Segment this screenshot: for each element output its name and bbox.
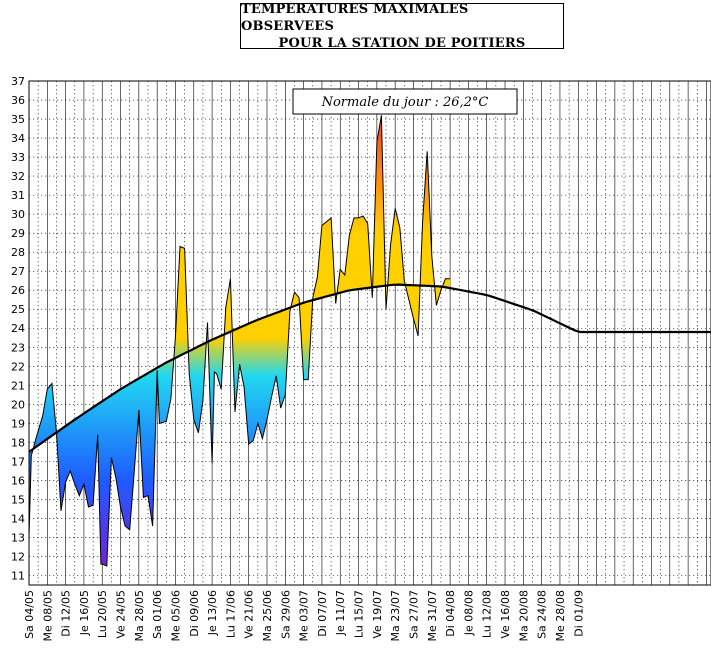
- x-tick-label: Lu 15/07: [353, 590, 366, 638]
- x-tick-label: Di 12/05: [60, 590, 73, 637]
- x-tick-label: Di 01/09: [572, 590, 585, 637]
- x-tick-label: Di 04/08: [444, 590, 457, 637]
- y-tick-label: 18: [11, 436, 25, 449]
- y-tick-label: 29: [11, 227, 25, 240]
- y-tick-label: 25: [11, 303, 25, 316]
- y-tick-label: 13: [11, 531, 25, 544]
- plot-frame: [28, 80, 711, 586]
- x-tick-label: Je 13/06: [206, 590, 219, 636]
- x-tick-label: Me 08/05: [41, 590, 54, 641]
- temperature-anomaly-area: [29, 115, 451, 566]
- normal-annotation: Normale du jour : 26,2°C: [292, 88, 518, 115]
- y-tick-label: 16: [11, 474, 25, 487]
- y-tick-label: 36: [11, 94, 25, 107]
- y-tick-label: 15: [11, 493, 25, 506]
- x-tick-label: Je 11/07: [334, 590, 347, 636]
- chart-title-box: TEMPERATURES MAXIMALES OBSERVEES POUR LA…: [240, 1, 564, 51]
- y-tick-label: 11: [11, 569, 25, 582]
- chart-title-line-1: TEMPERATURES MAXIMALES OBSERVEES: [241, 1, 469, 34]
- y-tick-label: 14: [11, 512, 25, 525]
- y-tick-label: 23: [11, 341, 25, 354]
- x-tick-label: Ma 28/05: [133, 590, 146, 641]
- x-tick-label: Ve 16/08: [499, 590, 512, 639]
- x-tick-label: Di 09/06: [188, 590, 201, 637]
- y-tick-label: 28: [11, 246, 25, 259]
- x-tick-label: Ma 20/08: [517, 590, 530, 641]
- y-tick-label: 33: [11, 151, 25, 164]
- annotation-text: Normale du jour : 26,2°C: [321, 95, 489, 110]
- observed-temperature-line: [28, 115, 451, 567]
- y-tick-label: 21: [11, 379, 25, 392]
- x-tick-label: Sa 24/08: [536, 590, 549, 639]
- annotation-box: [292, 88, 518, 115]
- x-tick-label: Ve 19/07: [371, 590, 384, 639]
- x-tick-label: Sa 04/05: [23, 590, 36, 639]
- y-tick-label: 12: [11, 550, 25, 563]
- x-tick-label: Sa 27/07: [408, 590, 421, 639]
- y-tick-label: 17: [11, 455, 25, 468]
- x-tick-label: Me 05/06: [170, 590, 183, 641]
- y-tick-label: 24: [11, 322, 25, 335]
- x-tick-label: Di 07/07: [316, 590, 329, 637]
- x-tick-label: Me 31/07: [426, 590, 439, 641]
- x-tick-label: Je 08/08: [462, 590, 475, 636]
- x-tick-label: Sa 29/06: [279, 590, 292, 639]
- x-tick-label: Ma 23/07: [389, 590, 402, 641]
- x-tick-label: Ve 21/06: [243, 590, 256, 639]
- y-tick-label: 30: [11, 208, 25, 221]
- y-tick-label: 35: [11, 113, 25, 126]
- x-tick-label: Me 03/07: [298, 590, 311, 641]
- x-tick-label: Ve 24/05: [115, 590, 128, 639]
- x-tick-label: Lu 17/06: [224, 590, 237, 638]
- y-tick-label: 27: [11, 265, 25, 278]
- x-tick-label: Sa 01/06: [151, 590, 164, 639]
- y-tick-label: 20: [11, 398, 25, 411]
- x-tick-label: Lu 20/05: [96, 590, 109, 638]
- chart-title-line-2: POUR LA STATION DE POITIERS: [278, 35, 526, 51]
- y-tick-label: 26: [11, 284, 25, 297]
- x-tick-label: Je 16/05: [78, 590, 91, 636]
- y-tick-label: 34: [11, 132, 25, 145]
- normal-temperature-curve: [28, 283, 711, 453]
- y-tick-label: 37: [11, 75, 25, 88]
- y-tick-label: 22: [11, 360, 25, 373]
- y-tick-label: 19: [11, 417, 25, 430]
- x-tick-label: Me 28/08: [554, 590, 567, 641]
- x-tick-label: Ma 25/06: [261, 590, 274, 641]
- y-tick-label: 32: [11, 170, 25, 183]
- y-tick-label: 31: [11, 189, 25, 202]
- x-tick-label: Lu 12/08: [481, 590, 494, 638]
